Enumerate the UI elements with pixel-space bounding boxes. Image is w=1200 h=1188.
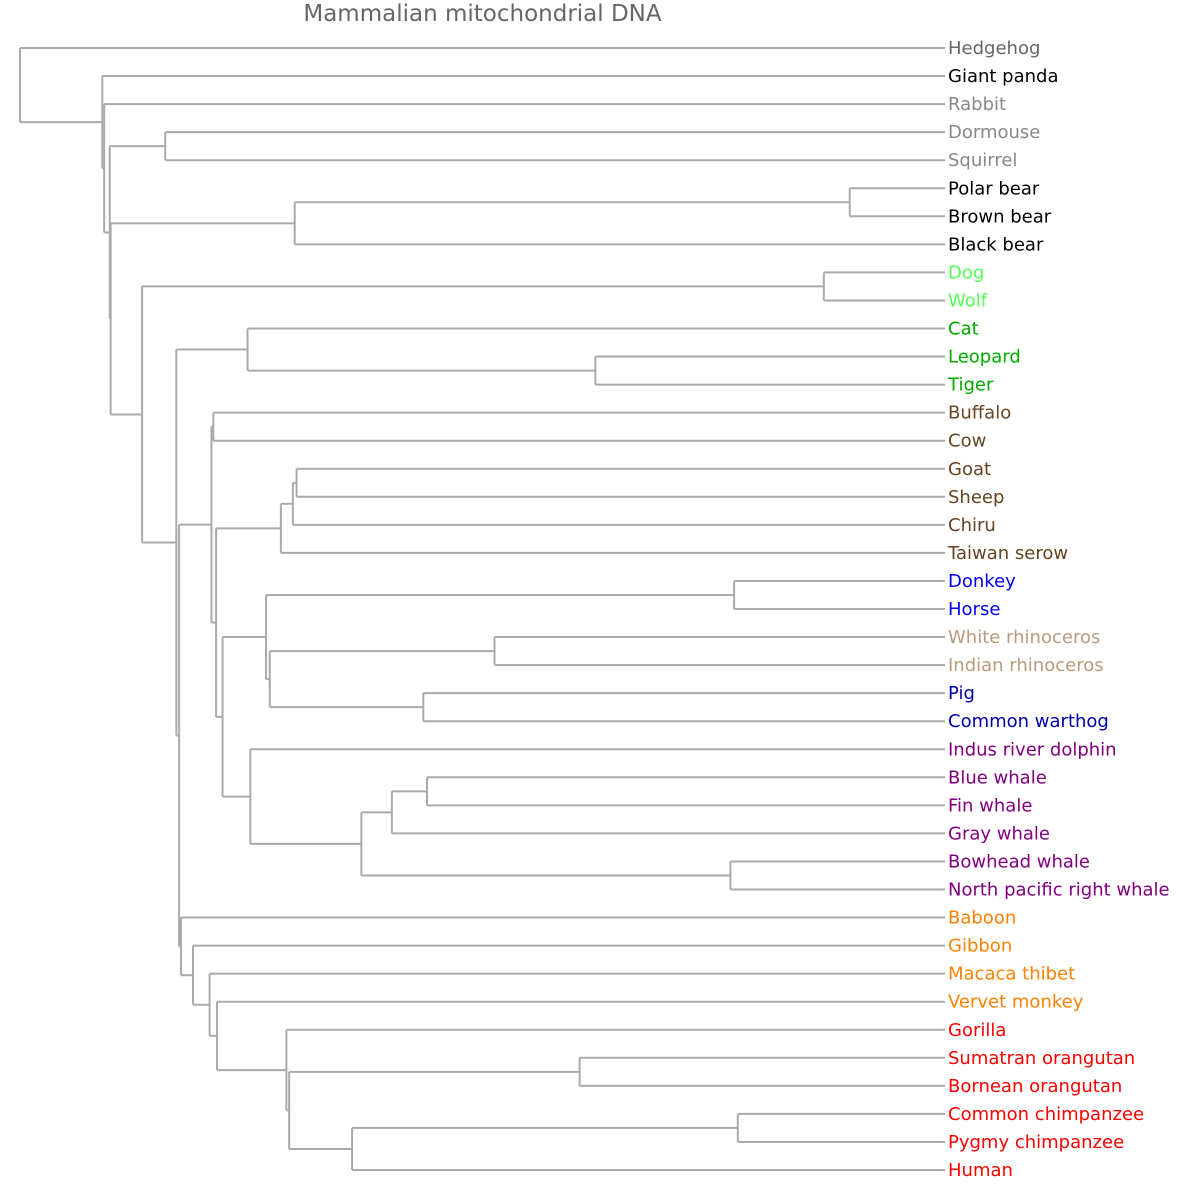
tip-label-baboon: Baboon [948,908,1016,929]
tip-label-rabbit: Rabbit [948,94,1006,115]
tip-label-chiru: Chiru [948,515,996,536]
tip-labels-layer: Hedgehog Giant panda Rabbit Dormouse Squirre… [947,38,1170,1181]
tip-label-gorilla: Gorilla [948,1020,1006,1041]
tip-label-vervet-monkey: Vervet monkey [948,992,1084,1013]
tip-label-giant-panda: Giant panda [948,66,1059,87]
tip-label-pig: Pig [948,683,975,704]
tip-label-pygmy-chimpanzee: Pygmy chimpanzee [948,1132,1124,1153]
tip-label-tiger: Tiger [947,375,994,396]
tip-label-horse: Horse [948,599,1000,620]
tip-label-hedgehog: Hedgehog [948,38,1040,59]
tip-label-polar-bear: Polar bear [948,178,1040,199]
tip-label-common-warthog: Common warthog [948,711,1109,732]
tip-label-dog: Dog [948,262,984,283]
tip-label-fin-whale: Fin whale [948,795,1032,816]
tip-label-donkey: Donkey [948,571,1016,592]
tip-label-cat: Cat [948,319,979,340]
tip-label-sheep: Sheep [948,487,1004,508]
tip-label-leopard: Leopard [948,347,1021,368]
tip-label-black-bear: Black bear [948,234,1044,255]
tip-label-wolf: Wolf [948,290,988,311]
tip-label-squirrel: Squirrel [948,150,1017,171]
tip-label-sumatran-orangutan: Sumatran orangutan [948,1048,1135,1069]
tip-label-brown-bear: Brown bear [948,206,1052,227]
tip-label-bornean-orangutan: Bornean orangutan [948,1076,1122,1097]
chart-title: Mammalian mitochondrial DNA [303,1,662,27]
tip-label-common-chimpanzee: Common chimpanzee [948,1104,1144,1125]
tip-label-indus-river-dolphin: Indus river dolphin [948,739,1117,760]
tip-label-indian-rhinoceros: Indian rhinoceros [948,655,1104,676]
tip-label-macaca-thibet: Macaca thibet [948,964,1075,985]
tip-label-dormouse: Dormouse [948,122,1040,143]
tip-label-blue-whale: Blue whale [948,767,1047,788]
tip-label-gibbon: Gibbon [948,936,1012,957]
tip-label-cow: Cow [948,431,986,452]
tip-label-bowhead-whale: Bowhead whale [948,851,1090,872]
tip-label-goat: Goat [948,459,991,480]
tip-label-gray-whale: Gray whale [948,823,1050,844]
tip-label-buffalo: Buffalo [948,403,1011,424]
tip-label-taiwan-serow: Taiwan serow [947,543,1068,564]
tip-label-human: Human [948,1160,1013,1181]
tip-label-white-rhinoceros: White rhinoceros [948,627,1100,648]
tip-label-north-pacific-right-whale: North pacific right whale [948,880,1170,901]
branches-layer [19,47,945,1171]
